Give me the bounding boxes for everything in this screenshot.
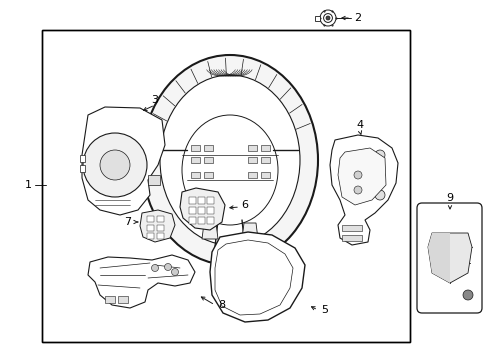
Text: 3: 3 <box>151 95 158 105</box>
Circle shape <box>164 264 171 270</box>
Bar <box>157 225 163 231</box>
Bar <box>189 207 196 214</box>
Polygon shape <box>140 210 175 242</box>
Bar <box>247 157 257 163</box>
Text: 1: 1 <box>24 180 31 190</box>
Polygon shape <box>209 232 305 322</box>
Bar <box>261 145 269 151</box>
Text: 9: 9 <box>446 193 453 203</box>
Bar <box>198 197 204 204</box>
Bar <box>191 145 200 151</box>
Bar <box>147 216 154 222</box>
Ellipse shape <box>142 55 317 265</box>
FancyBboxPatch shape <box>416 203 481 313</box>
Circle shape <box>223 253 237 267</box>
Circle shape <box>374 150 384 160</box>
Circle shape <box>83 133 147 197</box>
Bar <box>261 157 269 163</box>
Bar <box>247 172 257 178</box>
Bar <box>148 175 160 185</box>
Bar <box>189 197 196 204</box>
Bar <box>80 155 85 162</box>
Circle shape <box>100 150 130 180</box>
Ellipse shape <box>160 75 299 245</box>
Circle shape <box>374 170 384 180</box>
Text: 6: 6 <box>241 200 248 210</box>
Bar <box>147 225 154 231</box>
Polygon shape <box>202 223 218 239</box>
Bar <box>118 296 128 303</box>
Text: 8: 8 <box>218 300 225 310</box>
Circle shape <box>319 10 335 26</box>
Bar <box>42 30 409 342</box>
Circle shape <box>353 171 361 179</box>
Bar <box>147 233 154 239</box>
Bar <box>198 207 204 214</box>
Bar <box>206 217 214 224</box>
Circle shape <box>323 14 332 22</box>
Text: 5: 5 <box>321 305 328 315</box>
Circle shape <box>171 269 178 275</box>
Bar <box>314 15 319 21</box>
Circle shape <box>325 16 329 20</box>
Circle shape <box>218 248 242 272</box>
Polygon shape <box>337 148 385 205</box>
Bar <box>341 235 361 241</box>
Bar <box>105 296 115 303</box>
Bar <box>203 172 213 178</box>
Bar <box>189 217 196 224</box>
Bar <box>42 30 409 342</box>
Polygon shape <box>427 233 471 283</box>
Circle shape <box>359 150 369 160</box>
Bar <box>198 217 204 224</box>
Bar <box>206 197 214 204</box>
Polygon shape <box>242 223 258 239</box>
Text: 2: 2 <box>354 13 361 23</box>
Polygon shape <box>427 233 449 283</box>
Circle shape <box>353 186 361 194</box>
Text: 7: 7 <box>124 217 131 227</box>
Bar <box>191 157 200 163</box>
Bar <box>191 172 200 178</box>
Circle shape <box>151 265 158 271</box>
Circle shape <box>462 290 472 300</box>
Polygon shape <box>88 255 195 308</box>
Polygon shape <box>82 107 164 215</box>
Bar <box>206 207 214 214</box>
Bar <box>157 216 163 222</box>
Bar <box>341 225 361 231</box>
Text: 4: 4 <box>356 120 363 130</box>
Bar <box>203 145 213 151</box>
Bar <box>157 233 163 239</box>
Ellipse shape <box>182 115 278 225</box>
Bar <box>80 165 85 172</box>
Polygon shape <box>329 135 397 245</box>
Bar <box>261 172 269 178</box>
Bar <box>203 157 213 163</box>
Bar <box>247 145 257 151</box>
Circle shape <box>374 190 384 200</box>
Polygon shape <box>180 188 224 230</box>
